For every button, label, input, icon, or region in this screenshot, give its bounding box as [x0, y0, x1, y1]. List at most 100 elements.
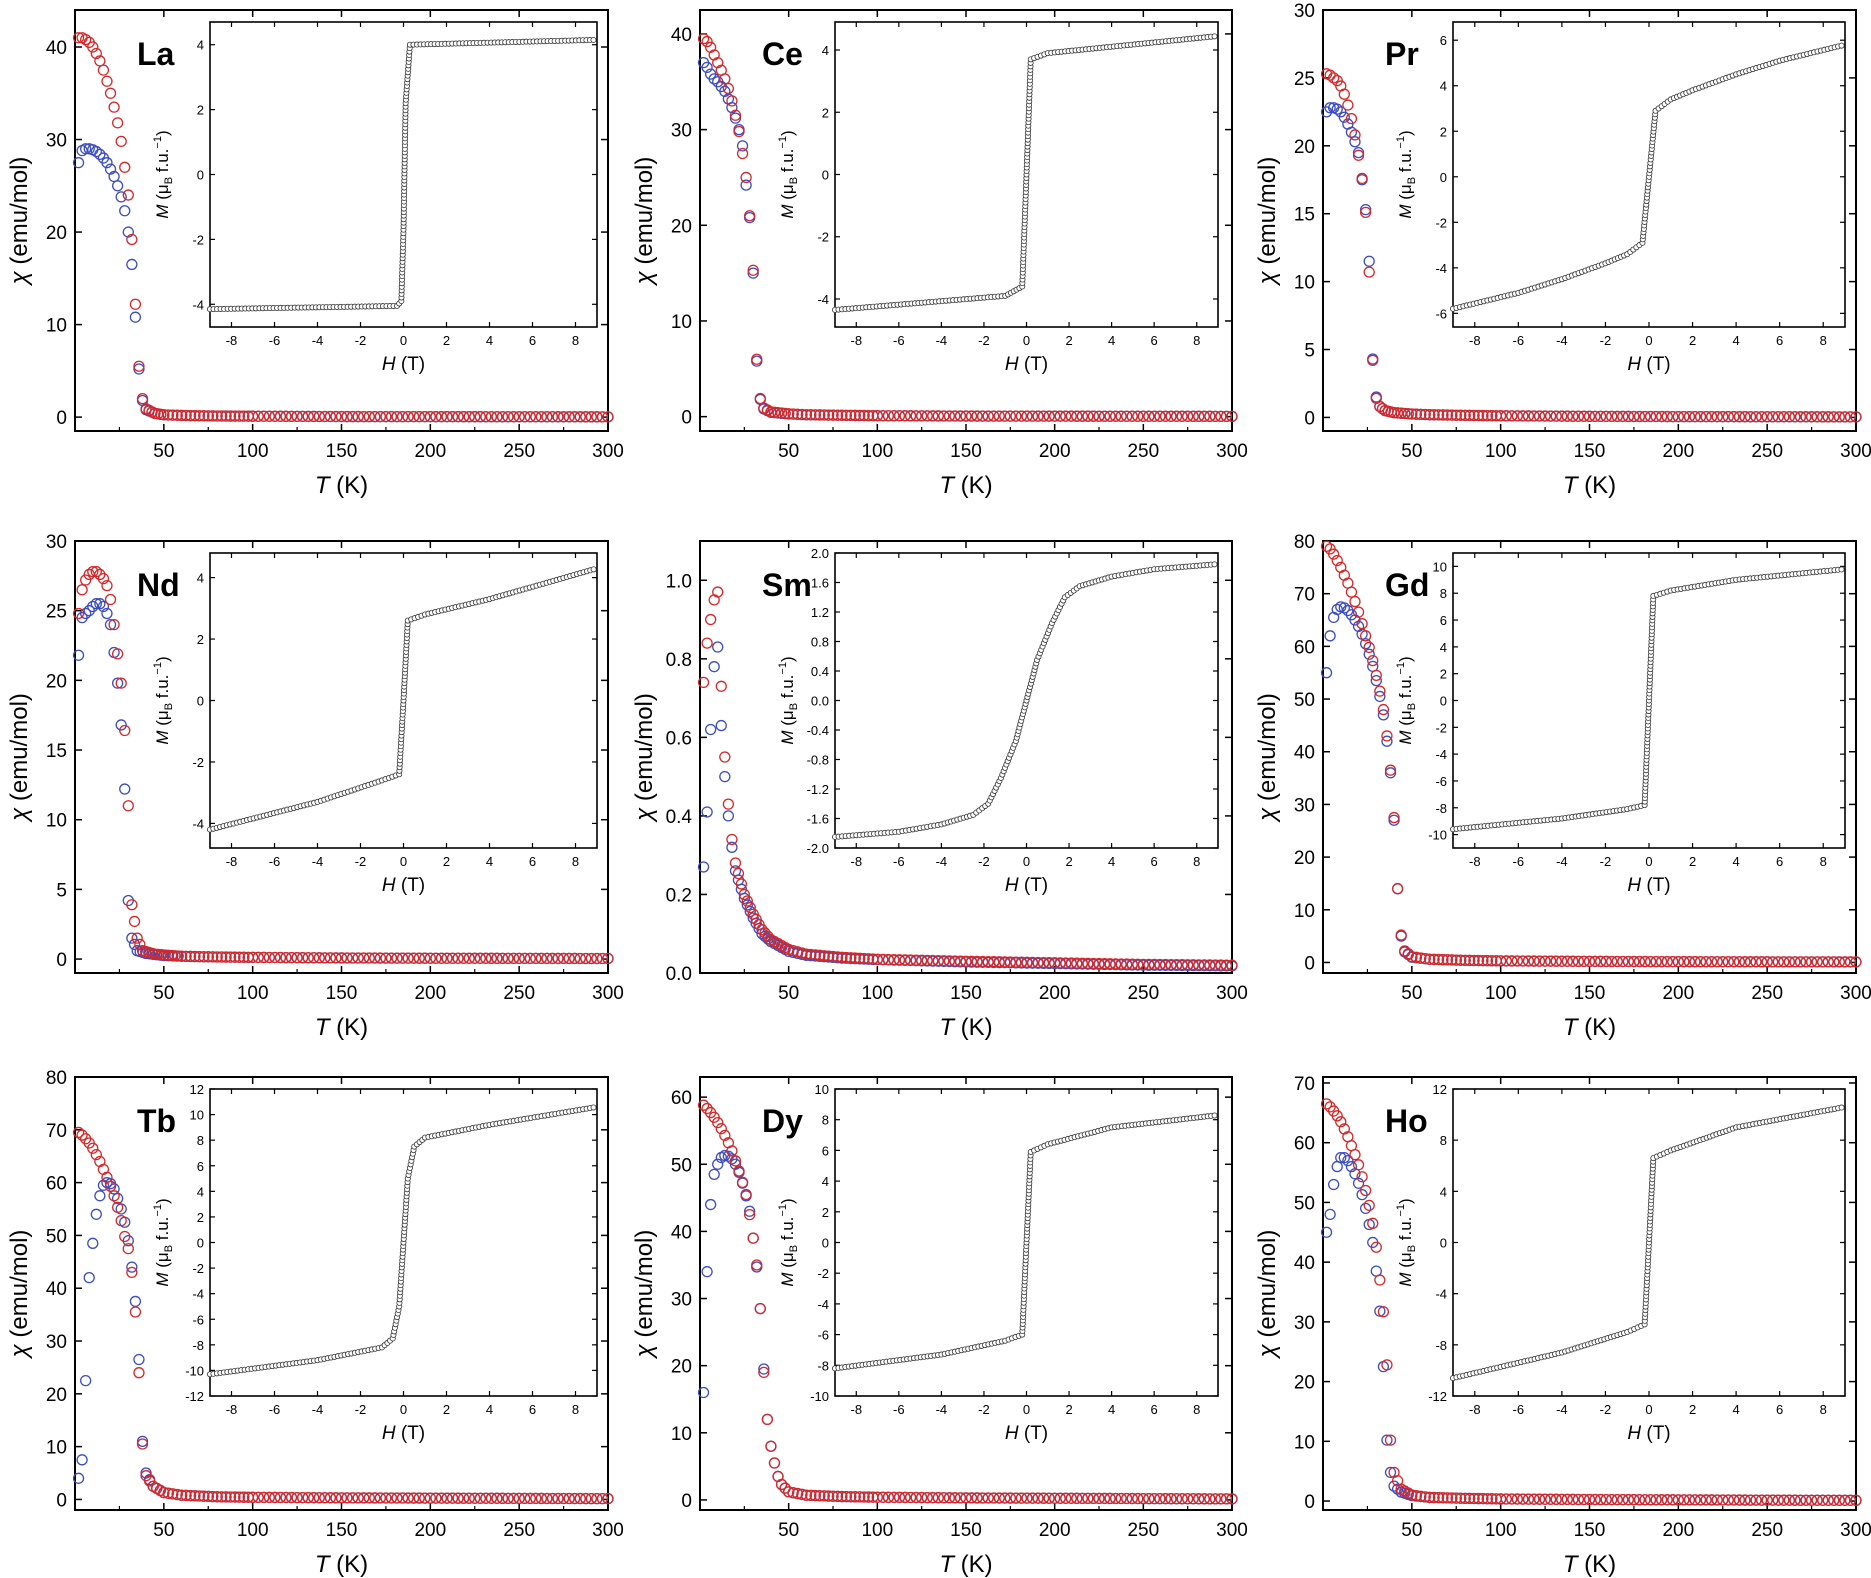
data-point	[1198, 410, 1210, 422]
data-point	[827, 1490, 839, 1502]
inset-x-tick-label: 2	[1689, 854, 1696, 869]
inset: -8 -6 -4 -2 0 2 4 6 8 -6 -4 -2 0 2 4 6 H (T) M (μB f.u.−1…	[1395, 21, 1846, 375]
main-y-tick-label: 70	[1294, 1074, 1315, 1095]
data-point	[330, 1492, 342, 1504]
inset-y-axis-close: )	[153, 656, 172, 662]
main-y-tick-label: 20	[1294, 1373, 1315, 1394]
inset-y-axis-close: )	[153, 1198, 172, 1204]
data-point	[1399, 945, 1411, 957]
data-point	[712, 641, 724, 653]
data-point	[215, 951, 228, 963]
data-point	[189, 410, 201, 422]
data-point	[1359, 1202, 1372, 1215]
data-point	[396, 952, 409, 964]
data-point	[90, 1208, 102, 1220]
data-point	[1689, 1494, 1701, 1506]
inset-x-tick-label: -4	[312, 333, 324, 348]
data-point	[976, 955, 989, 968]
data-point	[758, 1366, 770, 1379]
data-point	[1533, 410, 1546, 422]
main-x-tick-label: 150	[326, 983, 358, 1004]
data-point	[704, 613, 717, 626]
data-point	[1606, 410, 1618, 423]
data-point	[1486, 410, 1498, 422]
data-point	[927, 410, 939, 422]
inset-y-axis-symbol: M	[153, 204, 172, 219]
data-point	[1455, 409, 1467, 421]
data-point	[1381, 735, 1393, 747]
inset-x-tick-label: 4	[1108, 1402, 1115, 1417]
inset-y-tick-label: 2	[197, 103, 204, 118]
data-point	[1345, 112, 1358, 125]
data-point	[94, 148, 106, 160]
inset-point	[590, 1104, 597, 1111]
data-point	[1683, 1494, 1696, 1506]
data-point	[729, 112, 742, 124]
inset-y-tick-label: 2	[822, 1205, 829, 1220]
data-point	[80, 143, 92, 155]
data-point	[1506, 955, 1518, 967]
inset-markers	[832, 561, 1218, 840]
inset-x-tick-label: -4	[312, 854, 324, 869]
data-point	[1667, 1494, 1679, 1506]
data-point	[1402, 408, 1414, 420]
data-point	[126, 932, 138, 944]
inset-x-axis-symbol: H	[1005, 354, 1019, 375]
inset-y-tick-label: -6	[1435, 774, 1447, 789]
inset-y-tick-label: 4	[197, 1184, 204, 1199]
main-y-axis-symbol: χ	[631, 1343, 658, 1359]
data-point	[1689, 410, 1701, 423]
data-point	[954, 955, 967, 967]
main-y-tick-label: 10	[1294, 1432, 1315, 1453]
data-point	[1004, 410, 1016, 422]
data-point	[1363, 255, 1375, 267]
data-point	[1015, 956, 1028, 968]
data-point	[938, 1492, 950, 1504]
inset-y-axis-close: )	[778, 130, 797, 136]
data-point	[1459, 409, 1471, 422]
data-point	[1331, 1110, 1343, 1122]
data-point	[1667, 410, 1679, 423]
data-point	[775, 1478, 788, 1491]
data-point	[169, 950, 181, 962]
data-point	[358, 1492, 370, 1504]
data-point	[893, 954, 906, 966]
data-point	[101, 579, 113, 592]
inset-y-tick-label: 6	[1440, 33, 1447, 48]
inset-x-tick-label: 2	[1065, 854, 1072, 869]
data-point	[585, 411, 597, 423]
data-point	[1783, 1494, 1796, 1506]
data-point	[999, 1492, 1011, 1504]
main-x-tick-label: 100	[237, 1520, 269, 1541]
data-point	[1761, 956, 1773, 968]
data-point	[202, 410, 214, 422]
data-point	[862, 953, 875, 965]
inset-x-tick-label: -6	[1513, 854, 1525, 869]
data-point	[469, 1492, 481, 1504]
data-point	[1644, 410, 1657, 423]
data-point	[1522, 955, 1535, 967]
data-point	[809, 1489, 821, 1502]
data-point	[111, 1201, 124, 1214]
data-point	[280, 410, 292, 422]
inset-x-tick-label: 8	[572, 854, 579, 869]
data-point	[115, 719, 127, 731]
data-point	[126, 233, 138, 246]
data-point	[1324, 630, 1336, 642]
data-point	[229, 1491, 241, 1503]
data-point	[171, 409, 183, 421]
data-point	[1767, 411, 1779, 423]
data-point	[1556, 410, 1568, 422]
data-point	[1441, 1492, 1454, 1504]
data-point	[1606, 955, 1618, 968]
data-point	[1406, 408, 1418, 420]
data-point	[1049, 1492, 1061, 1504]
data-point	[469, 411, 481, 423]
inset-x-tick-label: 8	[1193, 333, 1200, 348]
data-point	[744, 210, 756, 222]
data-point	[1600, 955, 1612, 968]
data-point	[1572, 955, 1585, 967]
data-point	[1204, 1493, 1216, 1505]
data-point	[108, 1190, 120, 1202]
data-point	[285, 1491, 298, 1504]
